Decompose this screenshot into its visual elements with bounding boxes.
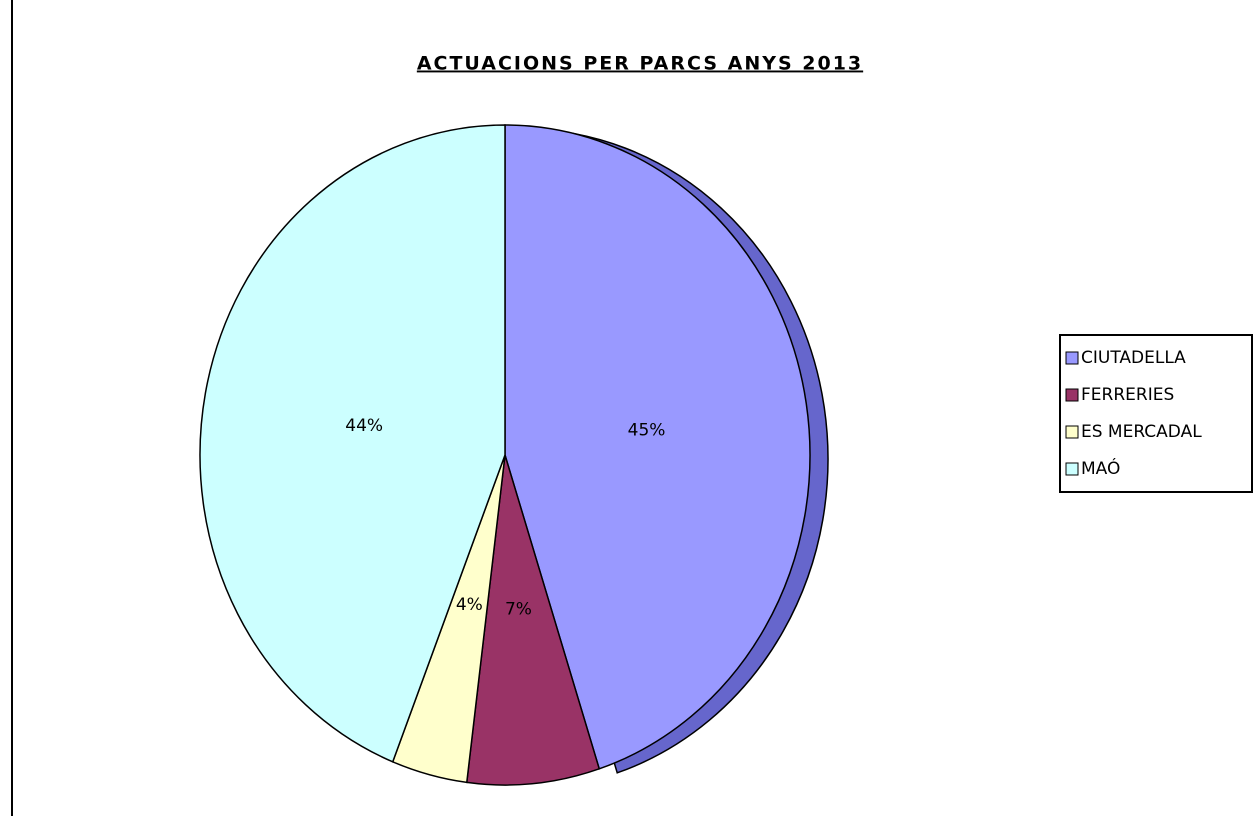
slice-label: 4% (456, 595, 483, 615)
slice (199, 124, 506, 763)
slice-label: 45% (628, 421, 666, 441)
chart-title: ACTUACIONS PER PARCS ANYS 2013 (417, 53, 863, 75)
legend-swatch (1065, 388, 1079, 402)
legend (1059, 334, 1253, 493)
legend-label: FERRERIES (1081, 385, 1174, 405)
legend-label: MAÓ (1081, 457, 1120, 479)
legend-swatch (1065, 425, 1079, 439)
slice-label: 44% (345, 416, 383, 436)
legend-label: CIUTADELLA (1081, 348, 1186, 368)
slice (465, 454, 601, 786)
legend-swatch (1065, 462, 1079, 476)
slice-label: 7% (505, 599, 532, 619)
slice (504, 124, 811, 770)
legend-swatch (1065, 351, 1079, 365)
legend-label: ES MERCADAL (1081, 422, 1202, 442)
